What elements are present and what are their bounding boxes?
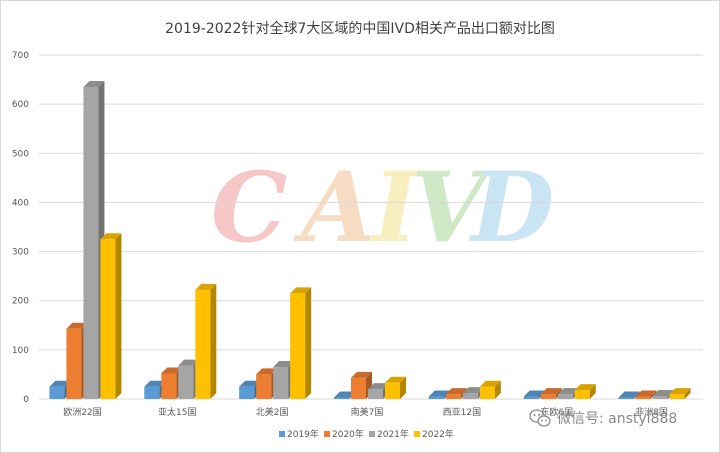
watermark-letter: I (370, 151, 421, 264)
legend-swatch (369, 431, 375, 437)
bar (574, 384, 596, 399)
y-tick-label: 200 (12, 297, 29, 307)
legend-label: 2020年 (332, 428, 364, 440)
chart-title: 2019-2022针对全球7大区域的中国IVD相关产品出口额对比图 (165, 20, 555, 37)
watermark-letter: C (211, 151, 287, 264)
bar (290, 287, 312, 399)
legend-item: 2022年 (414, 428, 454, 440)
y-tick-label: 500 (12, 149, 29, 159)
bars (49, 80, 691, 399)
watermark-letter: D (468, 151, 554, 264)
category-label: 南美7国 (351, 406, 384, 418)
wechat-icon (529, 409, 551, 427)
legend-swatch (414, 431, 420, 437)
bar (385, 376, 406, 399)
watermark-letter: V (411, 151, 494, 264)
legend: 2019年 2020年 2021年 2022年 (279, 428, 454, 440)
wechat-id-text: 微信号: anstyl888 (557, 411, 677, 427)
legend-item: 2021年 (369, 428, 409, 440)
watermark-letter: A (293, 151, 375, 264)
category-label: 非洲8国 (635, 406, 668, 418)
y-tick-label: 700 (12, 51, 29, 61)
category-label: 西亚12国 (443, 407, 481, 418)
bar (161, 367, 183, 399)
y-tick-label: 300 (12, 248, 29, 258)
bar (635, 390, 657, 399)
legend-label: 2022年 (422, 428, 454, 440)
y-tick-label: 0 (23, 395, 29, 405)
legend-item: 2020年 (324, 428, 364, 440)
y-tick-label: 400 (12, 198, 29, 208)
y-tick-label: 600 (12, 100, 29, 110)
bar (479, 380, 501, 399)
wechat-badge: 微信号: anstyl888 (529, 409, 677, 427)
grid-lines: 0 100 200 300 400 500 600 700 (12, 51, 703, 405)
bar (195, 283, 217, 399)
legend-label: 2021年 (377, 428, 409, 440)
category-label: 北美2国 (256, 406, 289, 418)
y-tick-label: 100 (12, 346, 29, 356)
category-label: 欧洲22国 (63, 406, 101, 418)
category-labels: 欧洲22国 亚太15国 北美2国 南美7国 西亚12国 东欧6国 非洲8国 (63, 406, 668, 418)
bar (669, 388, 691, 399)
legend-swatch (324, 431, 330, 437)
legend-swatch (279, 431, 285, 437)
legend-item: 2019年 (279, 428, 319, 440)
category-label: 亚太15国 (158, 406, 196, 418)
legend-label: 2019年 (287, 428, 319, 440)
category-label: 东欧6国 (540, 406, 573, 418)
bar (100, 233, 122, 399)
bar (618, 391, 640, 399)
